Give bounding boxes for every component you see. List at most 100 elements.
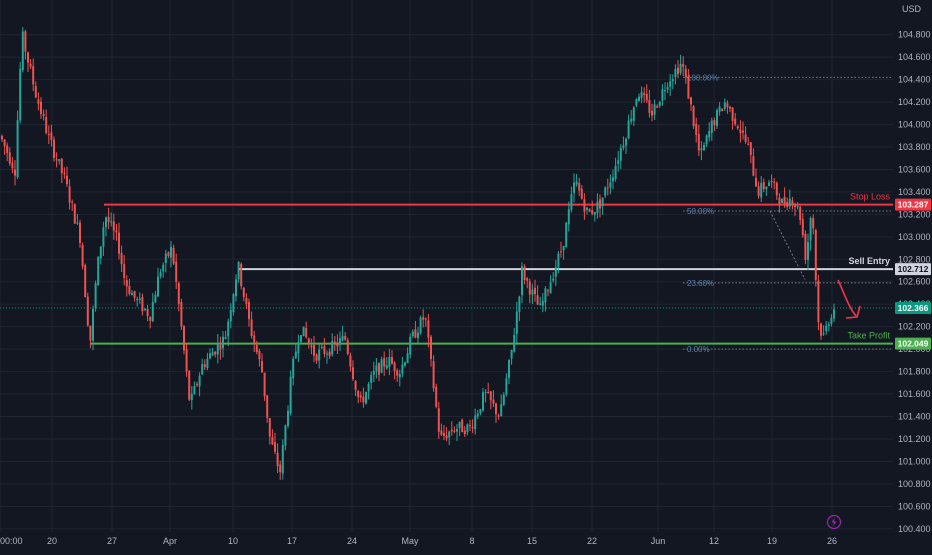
candle-body [552, 278, 555, 281]
candle-body [508, 360, 510, 378]
candle-body [783, 196, 786, 204]
candle-body [206, 358, 209, 369]
candle-body [315, 354, 318, 361]
candle-body [518, 296, 521, 312]
candle-body [333, 341, 336, 343]
candle-body [284, 425, 287, 446]
candle-body [817, 280, 820, 323]
candle-body [198, 375, 201, 387]
y-tick-label: 100.400 [898, 524, 931, 534]
candle-body [378, 363, 380, 375]
candle-body [723, 102, 726, 109]
time-axis[interactable]: 00:00 20 27 Apr 10 17 24 May 8 15 22 Jun 12 19 26 [0, 536, 837, 546]
candle-body [664, 90, 666, 92]
lightning-icon[interactable] [826, 514, 842, 530]
candle-body [765, 186, 768, 190]
candle-body [55, 159, 58, 161]
candle-body [352, 367, 354, 380]
candle-body [224, 337, 227, 339]
current-price-tag[interactable] [895, 302, 931, 315]
candle-body [814, 230, 817, 280]
candle-body [781, 199, 783, 203]
price-tag[interactable] [895, 337, 931, 350]
price-tag[interactable] [895, 198, 931, 211]
candle-body [484, 391, 487, 393]
candle-body [770, 180, 773, 182]
candle-body [362, 396, 365, 403]
candle-body [752, 156, 755, 176]
candle-body [141, 296, 144, 312]
candle-body [492, 399, 495, 404]
candle-body [196, 384, 198, 386]
fib-trendline[interactable] [769, 210, 806, 280]
y-tick-label: 102.600 [898, 277, 931, 287]
candle-body [697, 134, 700, 151]
candle-body [235, 279, 237, 297]
candle-body [625, 138, 627, 146]
candle-body [666, 87, 669, 90]
candle-body [261, 361, 263, 373]
candle-body [346, 340, 349, 354]
candle-body [638, 96, 640, 101]
candle-body [768, 182, 770, 186]
price-axis[interactable]: USD 104.800 104.600 104.400 104.200 104.000 1… [895, 4, 931, 534]
candle-body [586, 207, 588, 210]
candle-body [521, 266, 523, 296]
candle-body [287, 410, 289, 426]
candle-body [172, 247, 175, 264]
candle-body [718, 106, 721, 112]
candle-body [396, 370, 399, 376]
candle-body [102, 227, 105, 247]
candle-body [138, 298, 141, 300]
fibonacci-retracement[interactable]: 100.00% 50.00% 23.60% 0.00% [683, 73, 893, 354]
candle-body [827, 324, 830, 327]
grid [0, 0, 893, 532]
candle-body [219, 345, 222, 350]
candle-body [430, 336, 432, 360]
candle-body [669, 81, 672, 87]
candle-body [775, 182, 778, 196]
candle-body [359, 395, 362, 398]
candle-body [575, 181, 578, 185]
candle-body [159, 272, 162, 277]
candle-body [229, 310, 232, 322]
y-tick-label: 104.400 [898, 75, 931, 85]
x-tick-label: 8 [469, 536, 474, 546]
candle-body [21, 31, 24, 71]
candle-body [791, 200, 794, 205]
x-tick-label: 24 [347, 536, 357, 546]
candle-body [323, 346, 326, 354]
candle-body [679, 63, 682, 73]
candle-body [237, 262, 240, 280]
candle-body [401, 364, 404, 374]
candlestick-series [1, 27, 835, 481]
candle-body [42, 114, 45, 117]
candle-body [474, 415, 477, 430]
candle-body [68, 186, 71, 203]
candle-body [645, 93, 648, 101]
candle-body [183, 326, 185, 351]
candle-body [619, 147, 622, 161]
candle-body [653, 104, 656, 115]
candle-body [788, 198, 791, 207]
candle-body [807, 241, 809, 260]
current-price-label: 102.366 [898, 303, 929, 313]
candle-body [820, 323, 822, 336]
candle-body [19, 68, 22, 121]
candle-body [617, 160, 620, 164]
candle-body [497, 415, 500, 417]
candle-body [50, 132, 53, 140]
candle-body [591, 210, 594, 214]
candle-body [794, 205, 796, 207]
candle-body [627, 120, 630, 139]
price-tag[interactable] [895, 263, 931, 276]
candle-body [453, 430, 456, 432]
candle-body [744, 134, 747, 142]
candle-body [110, 221, 113, 223]
candle-body [601, 197, 604, 207]
candle-body [383, 358, 386, 367]
candle-body [170, 246, 172, 258]
